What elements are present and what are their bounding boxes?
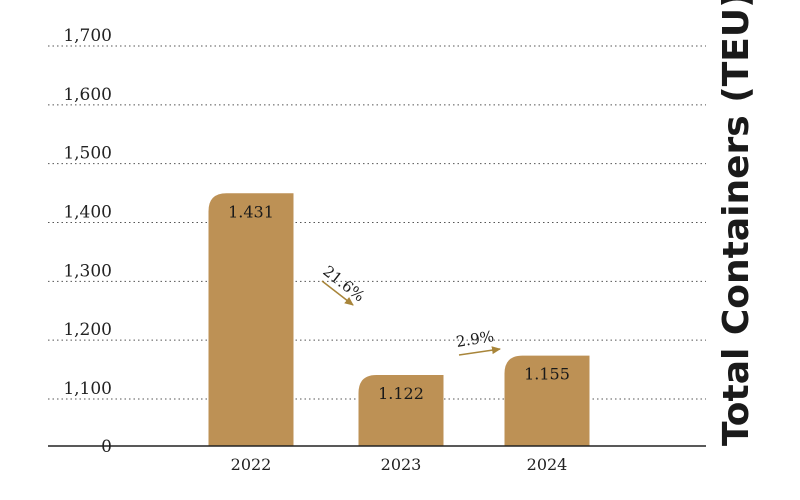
y-tick-label: 1,600 bbox=[63, 85, 112, 105]
y-axis-ticks: 0 1,100 1,200 1,300 1,400 1,500 1,600 1,700 bbox=[63, 26, 112, 457]
bar-value-label: 1.155 bbox=[524, 365, 570, 384]
y-tick-label: 1,100 bbox=[63, 379, 112, 399]
y-tick-label: 1,200 bbox=[63, 320, 112, 340]
bar-data-labels: 1.431 1.122 1.155 bbox=[228, 202, 570, 403]
bar-value-label: 1.122 bbox=[378, 384, 424, 403]
bars bbox=[208, 193, 590, 446]
bar-2023 bbox=[358, 375, 444, 446]
bar-value-label: 1.431 bbox=[228, 202, 274, 221]
y-tick-label: 1,300 bbox=[63, 261, 112, 281]
y-tick-label: 1,400 bbox=[63, 203, 112, 223]
y-tick-label: 1,500 bbox=[63, 144, 112, 164]
arrow-up-icon bbox=[458, 346, 501, 356]
y-axis-label: Total Containers (TEU) bbox=[716, 0, 757, 446]
change-label: 2.9% bbox=[455, 327, 495, 351]
bar-2024 bbox=[504, 355, 590, 446]
change-annotations: 21.6% 2.9% bbox=[320, 262, 501, 356]
x-category-label: 2024 bbox=[527, 455, 568, 474]
change-label: 21.6% bbox=[320, 262, 369, 306]
x-category-label: 2023 bbox=[381, 455, 422, 474]
y-tick-label: 0 bbox=[101, 437, 112, 457]
arrow-down-icon bbox=[321, 280, 354, 306]
x-axis-categories: 2022 2023 2024 bbox=[231, 455, 568, 474]
y-tick-label: 1,700 bbox=[63, 26, 112, 46]
x-category-label: 2022 bbox=[231, 455, 272, 474]
gridlines bbox=[48, 45, 706, 400]
bar-2022 bbox=[208, 193, 294, 446]
